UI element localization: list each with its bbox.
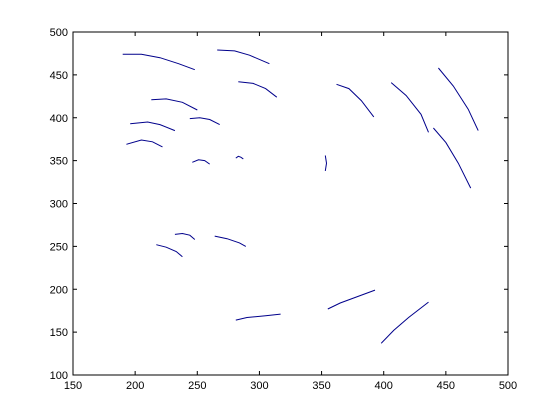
series-curve-18	[235, 313, 281, 321]
series-curve-16	[174, 232, 196, 240]
x-tick-label: 350	[312, 380, 330, 392]
y-axis-ticks: 100 150 200 250 300 350 400 450 500	[50, 27, 508, 382]
x-tick-label: 400	[375, 380, 393, 392]
series-curve-19	[327, 289, 376, 310]
y-tick-label: 500	[50, 27, 68, 39]
data-curves	[122, 49, 479, 344]
x-tick-label: 500	[499, 380, 517, 392]
series-curve-17	[214, 235, 247, 247]
series-curve-20	[380, 301, 429, 344]
y-tick-label: 150	[50, 327, 68, 339]
y-tick-label: 350	[50, 156, 68, 168]
x-tick-label: 200	[126, 380, 144, 392]
x-tick-label: 150	[64, 380, 82, 392]
y-tick-label: 200	[50, 284, 68, 296]
series-curve-6	[189, 117, 220, 126]
series-curve-1	[122, 53, 195, 71]
y-tick-label: 450	[50, 70, 68, 82]
series-curve-7	[126, 139, 163, 148]
series-curve-5	[130, 121, 176, 132]
y-tick-label: 300	[50, 199, 68, 211]
series-curve-4	[238, 81, 278, 98]
x-tick-label: 450	[437, 380, 455, 392]
series-curve-10	[324, 155, 328, 171]
y-tick-label: 250	[50, 241, 68, 253]
x-axis-ticks: 150 200 250 300 350 400 450 500	[64, 32, 517, 392]
series-curve-13	[438, 67, 479, 131]
x-tick-label: 250	[188, 380, 206, 392]
plot-area	[73, 32, 508, 375]
series-curve-14	[433, 127, 472, 189]
y-tick-label: 400	[50, 113, 68, 125]
series-curve-9	[235, 155, 244, 160]
series-curve-12	[390, 82, 429, 133]
series-curve-8	[192, 159, 210, 165]
series-curve-11	[336, 83, 375, 118]
series-curve-3	[151, 98, 198, 111]
y-tick-label: 100	[50, 370, 68, 382]
series-curve-2	[217, 49, 270, 65]
x-tick-label: 300	[250, 380, 268, 392]
series-curve-15	[156, 244, 183, 258]
